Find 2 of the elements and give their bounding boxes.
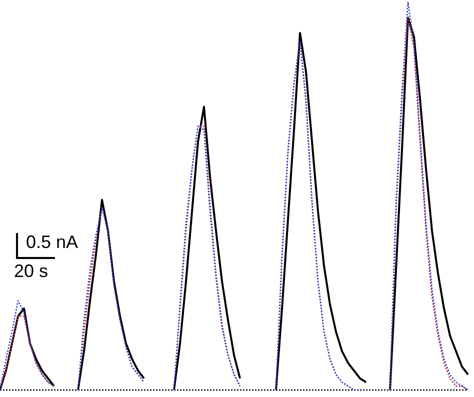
annotation: 20 s xyxy=(14,261,48,282)
annotation: 0.5 nA xyxy=(26,232,78,253)
